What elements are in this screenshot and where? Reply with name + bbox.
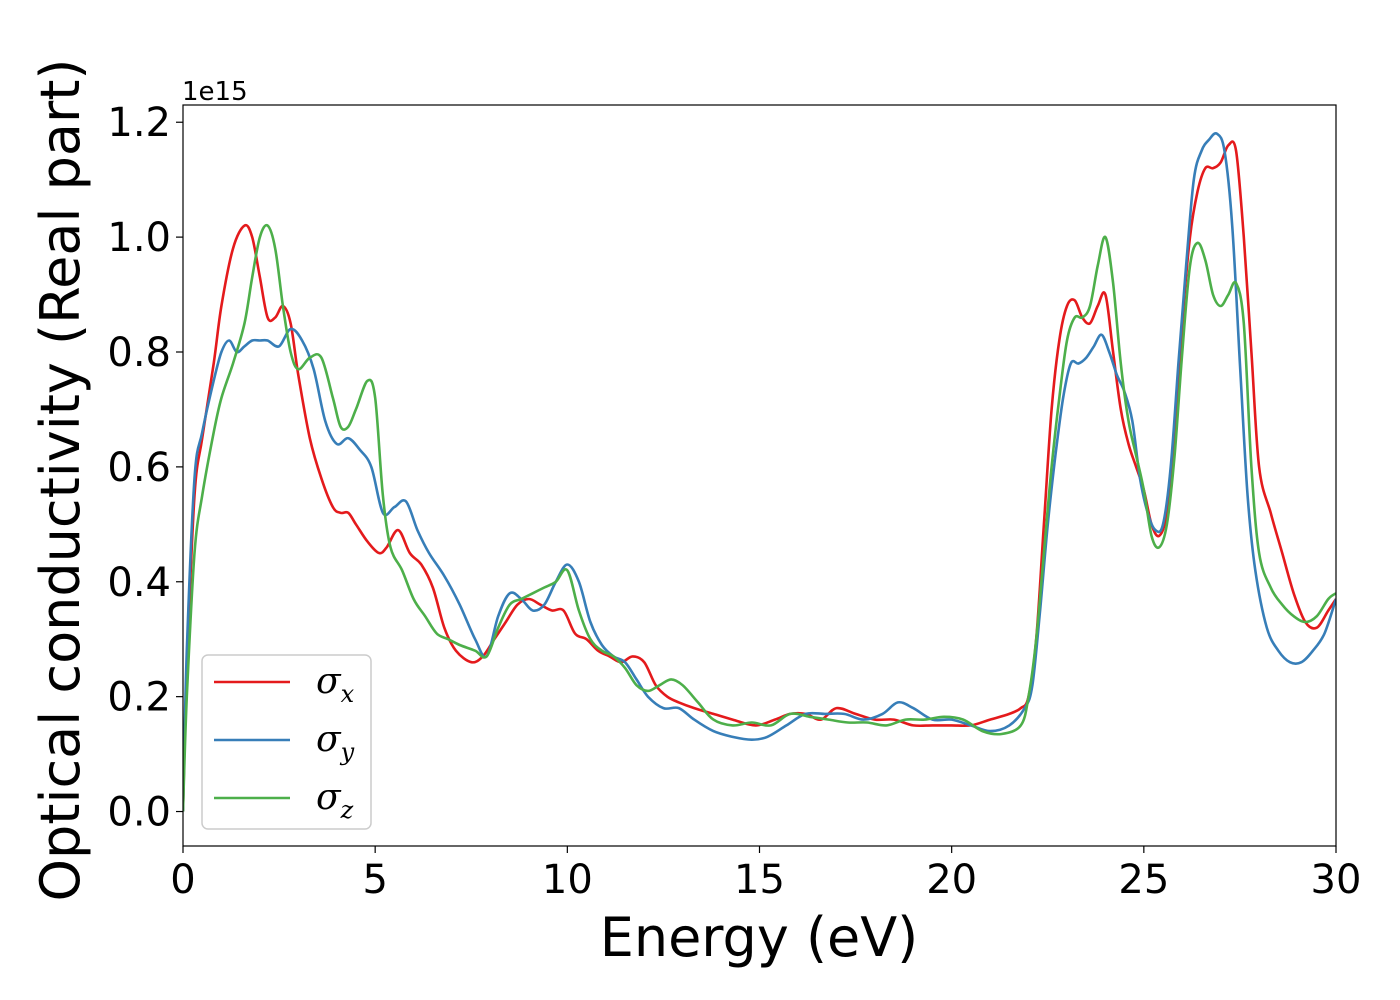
y-offset-label: 1e15 [182,77,248,107]
y-tick-label: 0.0 [107,790,171,836]
legend-frame [201,654,372,830]
y-tick-label: 1.2 [107,100,171,146]
legend-label-x: σx [316,661,355,708]
legend-subscript: z [340,796,354,824]
x-tick-label: 20 [926,857,977,903]
series-group [183,131,1336,812]
series-line-y [183,131,1336,812]
y-tick-label: 0.6 [107,445,171,491]
legend-symbol: σ [316,661,342,702]
series-line-z [183,223,1336,812]
legend-symbol: σ [316,719,342,760]
x-tick-label: 5 [362,857,387,903]
x-tick-label: 0 [170,857,195,903]
legend-label-z: σz [316,777,354,824]
plot-area: 0 5 10 15 20 25 30 0.0 0.2 0.4 0.6 0.8 1.0 1.2 [107,100,1361,903]
y-tick-label: 0.2 [107,675,171,721]
legend-subscript: x [341,680,355,708]
x-tick-label: 15 [734,857,785,903]
legend-label-y: σy [316,719,355,766]
x-axis-label: Energy (eV) [600,906,919,969]
x-tick-label: 10 [542,857,593,903]
x-tick-label: 30 [1311,857,1362,903]
legend-symbol: σ [316,777,342,818]
y-tick-label: 0.8 [107,330,171,376]
y-axis-label: Optical conductivity (Real part) [29,59,92,902]
y-tick-label: 1.0 [107,215,171,261]
y-tick-label: 0.4 [107,560,171,606]
legend-subscript: y [340,738,355,766]
x-tick-label: 25 [1118,857,1169,903]
